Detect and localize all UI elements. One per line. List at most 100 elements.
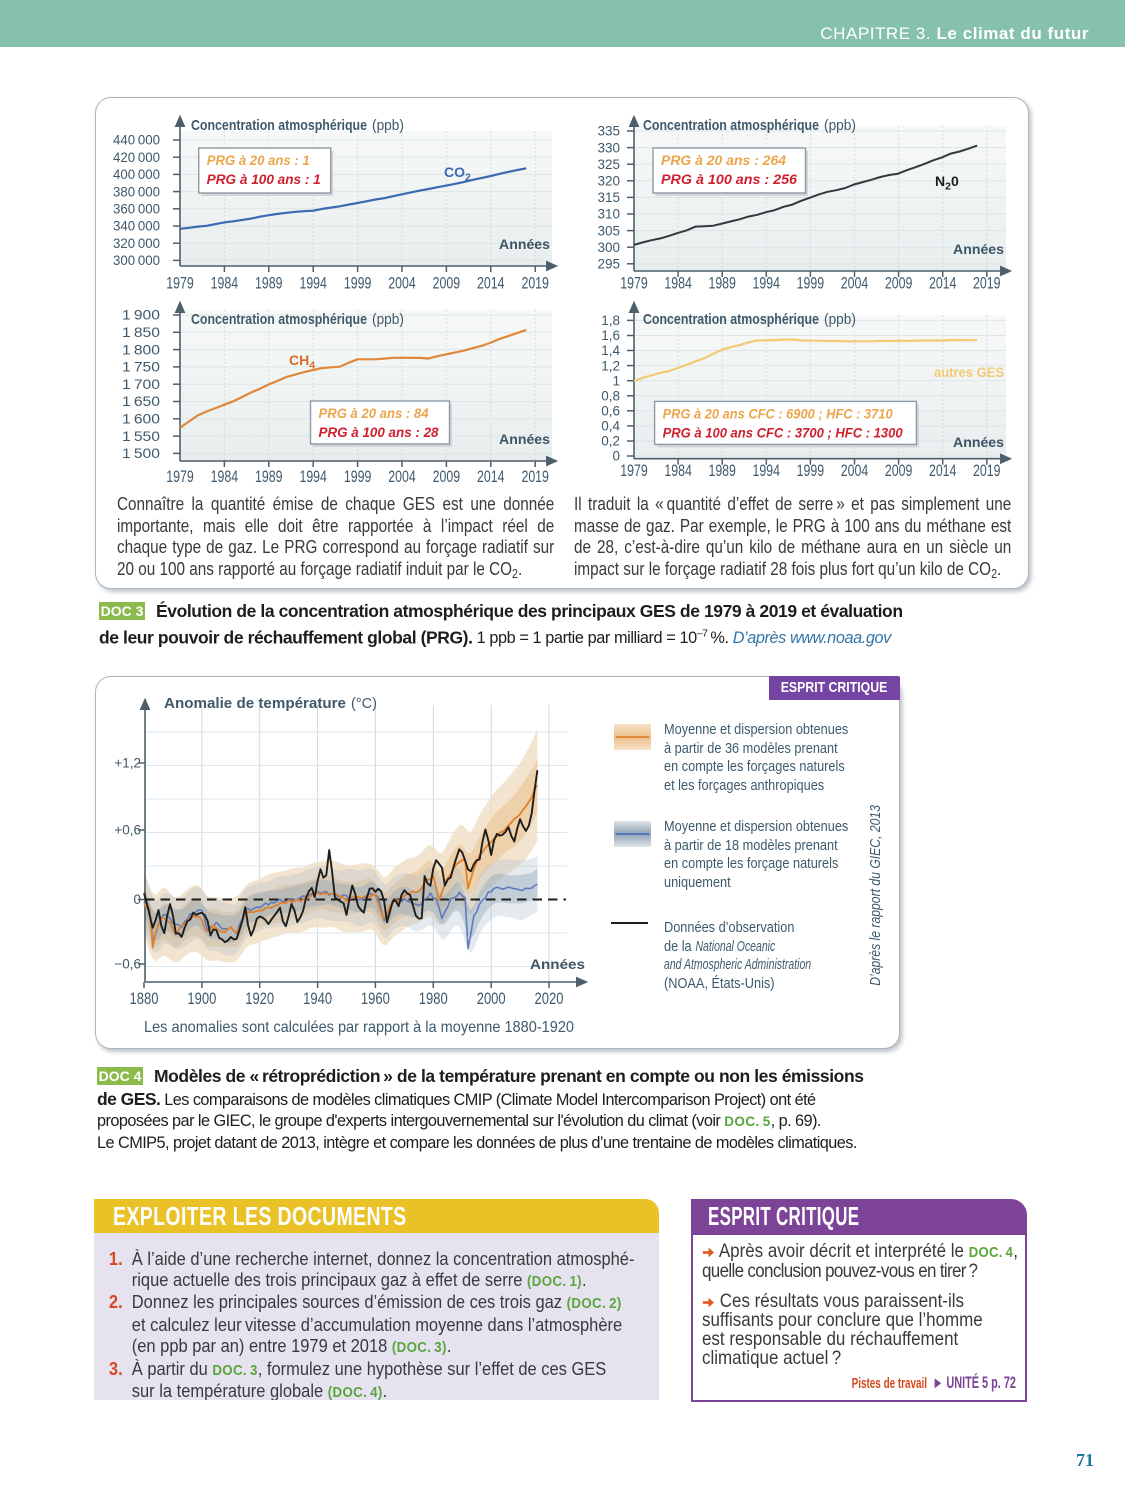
svg-text:310: 310 <box>597 207 620 222</box>
svg-text:2014: 2014 <box>477 275 505 293</box>
svg-text:Concentration atmosphérique: Concentration atmosphérique <box>191 311 367 328</box>
svg-text:Années: Années <box>499 431 550 447</box>
svg-text:2009: 2009 <box>433 275 461 293</box>
svg-text:2004: 2004 <box>841 462 869 480</box>
svg-text:(ppb): (ppb) <box>372 312 404 328</box>
svg-text:(ppb): (ppb) <box>372 118 404 134</box>
svg-text:300: 300 <box>597 240 620 255</box>
svg-text:1 600: 1 600 <box>122 412 160 427</box>
svg-text:Années: Années <box>499 236 550 252</box>
svg-text:1 850: 1 850 <box>122 325 160 340</box>
svg-text:2019: 2019 <box>973 275 1001 293</box>
svg-text:CH4: CH4 <box>289 352 315 372</box>
svg-text:0,6: 0,6 <box>601 404 620 419</box>
svg-text:1979: 1979 <box>620 462 648 480</box>
svg-text:1994: 1994 <box>753 275 781 293</box>
svg-text:Concentration atmosphérique: Concentration atmosphérique <box>643 311 819 328</box>
svg-text:1940: 1940 <box>303 990 332 1008</box>
svg-text:Concentration atmosphérique: Concentration atmosphérique <box>191 117 367 134</box>
svg-text:1999: 1999 <box>797 275 825 293</box>
svg-text:PRG à 100 ans : 256: PRG à 100 ans : 256 <box>661 172 798 187</box>
svg-text:1989: 1989 <box>255 468 282 486</box>
svg-text:PRG à 100 ans : 1: PRG à 100 ans : 1 <box>207 172 321 187</box>
svg-text:1979: 1979 <box>620 275 648 293</box>
svg-text:1 650: 1 650 <box>122 394 160 409</box>
svg-text:Années: Années <box>953 241 1004 257</box>
svg-text:305: 305 <box>597 223 620 238</box>
svg-text:PRG à 100 ans CFC : 3700 ; HFC: PRG à 100 ans CFC : 3700 ; HFC : 1300 <box>663 425 903 440</box>
svg-text:1989: 1989 <box>255 275 282 293</box>
svg-text:2009: 2009 <box>885 275 913 293</box>
svg-text:0: 0 <box>612 449 620 464</box>
svg-text:autres GES: autres GES <box>934 364 1004 380</box>
svg-text:1900: 1900 <box>187 990 216 1008</box>
svg-text:300 000: 300 000 <box>113 253 160 268</box>
svg-text:1999: 1999 <box>344 275 372 293</box>
svg-text:PRG à 20 ans CFC : 6900 ; HFC: PRG à 20 ans CFC : 6900 ; HFC : 3710 <box>663 406 893 421</box>
svg-text:2019: 2019 <box>521 275 549 293</box>
svg-text:1 700: 1 700 <box>122 377 160 392</box>
svg-text:380 000: 380 000 <box>113 184 160 199</box>
svg-text:Années: Années <box>953 434 1004 450</box>
svg-text:340 000: 340 000 <box>113 219 160 234</box>
svg-text:1999: 1999 <box>344 468 372 486</box>
svg-text:2000: 2000 <box>477 990 506 1008</box>
svg-text:1960: 1960 <box>361 990 390 1008</box>
svg-text:2019: 2019 <box>521 468 549 486</box>
svg-text:360 000: 360 000 <box>113 202 160 217</box>
svg-text:−0,6: −0,6 <box>114 957 141 972</box>
svg-text:1984: 1984 <box>211 275 239 293</box>
svg-text:320 000: 320 000 <box>113 236 160 251</box>
svg-text:1994: 1994 <box>299 468 327 486</box>
svg-text:325: 325 <box>597 157 620 172</box>
svg-text:Années: Années <box>530 956 585 972</box>
svg-text:PRG à 20 ans : 264: PRG à 20 ans : 264 <box>661 153 786 168</box>
svg-text:2014: 2014 <box>929 275 957 293</box>
svg-text:1979: 1979 <box>166 468 194 486</box>
svg-text:CO2: CO2 <box>444 164 471 184</box>
svg-text:1 750: 1 750 <box>122 360 160 375</box>
svg-text:315: 315 <box>597 190 620 205</box>
svg-text:Concentration atmosphérique: Concentration atmosphérique <box>643 117 819 134</box>
svg-text:295: 295 <box>597 257 620 272</box>
svg-text:0,2: 0,2 <box>601 434 620 449</box>
svg-text:2019: 2019 <box>973 462 1001 480</box>
svg-text:1,2: 1,2 <box>601 358 620 373</box>
svg-text:PRG à 100 ans : 28: PRG à 100 ans : 28 <box>319 425 439 440</box>
svg-text:0: 0 <box>133 892 141 907</box>
svg-text:2009: 2009 <box>433 468 461 486</box>
svg-text:1989: 1989 <box>708 462 736 480</box>
svg-text:1,6: 1,6 <box>601 328 620 343</box>
svg-text:420 000: 420 000 <box>113 150 160 165</box>
svg-text:2004: 2004 <box>388 275 416 293</box>
svg-text:1979: 1979 <box>166 275 194 293</box>
svg-text:1 500: 1 500 <box>122 446 160 461</box>
svg-text:1 800: 1 800 <box>122 342 160 357</box>
svg-text:2004: 2004 <box>388 468 416 486</box>
svg-text:320: 320 <box>597 174 620 189</box>
svg-text:1 550: 1 550 <box>122 429 160 444</box>
svg-text:1994: 1994 <box>753 462 781 480</box>
svg-text:Anomalie de température: Anomalie de température <box>164 695 346 712</box>
svg-text:1920: 1920 <box>245 990 274 1008</box>
svg-text:440 000: 440 000 <box>113 133 160 148</box>
svg-text:1999: 1999 <box>797 462 825 480</box>
svg-text:2020: 2020 <box>535 990 564 1008</box>
svg-text:1994: 1994 <box>299 275 327 293</box>
svg-text:PRG à 20 ans : 1: PRG à 20 ans : 1 <box>207 153 310 168</box>
svg-text:1980: 1980 <box>419 990 448 1008</box>
svg-text:335: 335 <box>597 124 620 139</box>
svg-text:+1,2: +1,2 <box>114 756 141 771</box>
svg-text:1984: 1984 <box>211 468 239 486</box>
svg-text:(ppb): (ppb) <box>824 118 856 134</box>
svg-text:2009: 2009 <box>885 462 913 480</box>
svg-text:(ppb): (ppb) <box>824 312 856 328</box>
svg-text:N20: N20 <box>935 173 959 193</box>
svg-text:2004: 2004 <box>841 275 869 293</box>
svg-text:0,8: 0,8 <box>601 388 620 403</box>
svg-text:+0,6: +0,6 <box>114 823 141 838</box>
svg-text:1,8: 1,8 <box>601 313 620 328</box>
svg-text:2014: 2014 <box>929 462 957 480</box>
svg-text:1984: 1984 <box>664 275 692 293</box>
svg-text:0,4: 0,4 <box>601 419 620 434</box>
